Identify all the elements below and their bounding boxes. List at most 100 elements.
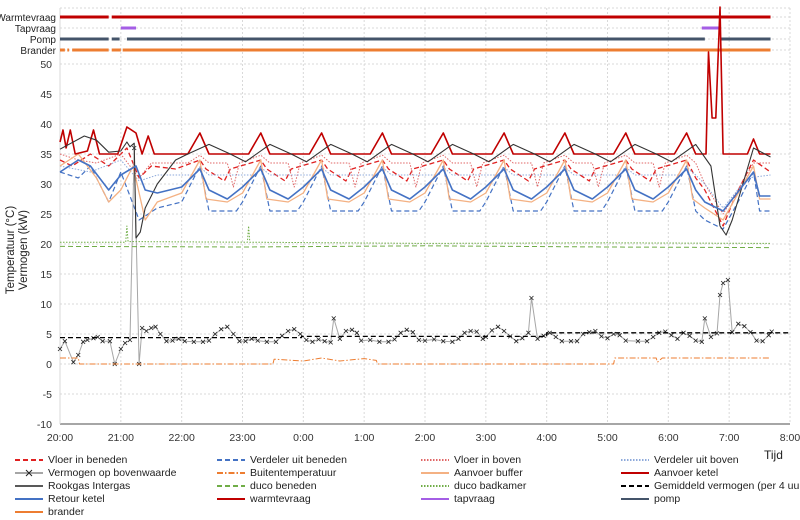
legend-swatch: [421, 498, 449, 500]
series-vermogen-op-bovenwaarde-point: [736, 321, 741, 327]
legend-swatch: [15, 459, 43, 461]
y-tick-label: -10: [37, 419, 52, 431]
series-vermogen-op-bovenwaarde-point: [80, 339, 86, 345]
legend-label: Aanvoer buffer: [454, 467, 523, 479]
legend-item: Vloer in beneden: [14, 454, 127, 466]
series-vermogen-op-bovenwaarde-point: [547, 330, 552, 336]
series-vermogen-op-bovenwaarde-point: [392, 337, 397, 342]
series-vermogen-op-bovenwaarde-point: [617, 332, 622, 338]
legend-item: Verdeler uit beneden: [216, 454, 347, 466]
series-vermogen-op-bovenwaarde-point: [148, 325, 154, 331]
series-duco-badkamer-line: [60, 225, 771, 244]
series-rookgas-intergas-line: [59, 135, 771, 239]
legend-label: tapvraag: [454, 493, 495, 505]
series-vermogen-op-bovenwaarde-point: [650, 334, 656, 340]
series-vermogen-op-bovenwaarde-point: [57, 346, 63, 352]
series-vermogen-op-bovenwaarde-point: [358, 338, 364, 343]
series-vermogen-op-bovenwaarde-point: [635, 338, 641, 344]
y-tick-label: 30: [40, 179, 52, 191]
legend-label: pomp: [654, 493, 681, 505]
legend-item: Vermogen op bovenwaarde: [14, 467, 176, 479]
y-axis-label-line: Temperatuur (°C): [5, 206, 17, 294]
series-retour-ketel-line: [59, 159, 771, 212]
series-vermogen-op-bovenwaarde-point: [75, 352, 81, 358]
legend-item: Vloer in boven: [420, 454, 521, 466]
legend-swatch: [15, 485, 43, 487]
series-vermogen-op-bovenwaarde-point: [754, 338, 759, 343]
series-vermogen-op-bovenwaarde-point: [748, 329, 753, 335]
series-vermogen-op-bovenwaarde-point: [243, 338, 248, 344]
series-vermogen-op-bovenwaarde-point: [708, 334, 714, 340]
y-tick-label: 25: [40, 209, 52, 221]
legend-item: warmtevraag: [216, 493, 311, 505]
legend-item: duco badkamer: [420, 480, 526, 492]
x-tick-label: 8:00: [780, 432, 800, 444]
legend-label: brander: [48, 506, 85, 518]
legend-x-marker: [25, 469, 33, 477]
legend-swatch: [217, 485, 245, 487]
x-tick-label: 4:00: [536, 432, 557, 444]
x-tick-label: 22:00: [169, 432, 195, 444]
legend-swatch: [217, 498, 245, 500]
y-tick-label: 35: [40, 149, 52, 161]
legend-item: Rookgas Intergas: [14, 480, 130, 492]
series-vermogen-op-bovenwaarde-point: [495, 324, 501, 330]
series-vermogen-op-bovenwaarde-point: [158, 331, 163, 337]
series-vermogen-op-bovenwaarde-point: [605, 335, 610, 341]
legend-label: Gemiddeld vermogen (per 4 uur): [654, 480, 800, 492]
series-vermogen-op-bovenwaarde-point: [170, 338, 175, 343]
y-axis-label: Temperatuur (°C)Vermogen (kW): [5, 206, 30, 294]
series-buitentemperatuur-line: [60, 357, 771, 365]
series-vermogen-op-bovenwaarde-point: [122, 340, 128, 346]
series-vermogen-op-bovenwaarde-point: [675, 336, 680, 342]
series-vermogen-op-bovenwaarde-point: [526, 330, 531, 336]
series-vermogen-op-bovenwaarde-point: [153, 324, 158, 330]
series-vermogen-op-bovenwaarde-point: [144, 328, 149, 334]
series-aanvoer-buffer-line: [59, 153, 771, 221]
x-tick-label: 21:00: [108, 432, 134, 444]
series-vermogen-op-bovenwaarde-point: [720, 280, 726, 286]
series-vermogen-op-bovenwaarde-point: [176, 336, 181, 342]
series-vermogen-op-bovenwaarde-point: [586, 329, 592, 335]
series-vermogen-op-bovenwaarde-point: [693, 338, 698, 343]
series-vermogen-op-bovenwaarde-point: [699, 339, 705, 345]
series-vermogen-op-bovenwaarde-point: [337, 336, 343, 342]
x-tick-label: 7:00: [719, 432, 740, 444]
legend-swatch: [421, 485, 449, 487]
series-vermogen-op-bovenwaarde-point: [328, 340, 333, 345]
series-vermogen-op-bovenwaarde-point: [127, 337, 133, 343]
legend-label: duco badkamer: [454, 480, 527, 492]
legend-label: Verdeler uit beneden: [250, 454, 347, 466]
y-tick-label: 5: [46, 329, 52, 341]
series-vermogen-op-bovenwaarde-point: [298, 331, 303, 337]
legend-label: Aanvoer ketel: [654, 467, 719, 479]
y-tick-label: 15: [40, 269, 52, 281]
series-vermogen-op-bovenwaarde-point: [310, 339, 315, 345]
series-vermogen-op-bovenwaarde-point: [535, 336, 540, 342]
series-vermogen-op-bovenwaarde-point: [599, 334, 604, 339]
series-vermogen-op-bovenwaarde-point: [742, 323, 747, 329]
series-vermogen-op-bovenwaarde-point: [398, 330, 403, 336]
series-vermogen-op-bovenwaarde-point: [450, 339, 455, 345]
x-tick-label: 2:00: [415, 432, 436, 444]
x-tick-label: 23:00: [229, 432, 255, 444]
legend-item: Verdeler uit boven: [620, 454, 739, 466]
series-vermogen-op-bovenwaarde-point: [206, 338, 212, 343]
series-vermogen-op-bovenwaarde-point: [200, 339, 206, 345]
series-vermogen-op-bovenwaarde-point: [367, 337, 373, 343]
legend-item: pomp: [620, 493, 680, 505]
series-vermogen-op-bovenwaarde-point: [225, 324, 230, 330]
series-vermogen-op-bovenwaarde-point: [462, 330, 467, 336]
y-tick-label: 50: [40, 59, 52, 71]
series-vermogen-op-bovenwaarde-point: [489, 328, 495, 333]
series-vermogen-op-bovenwaarde-point: [182, 338, 187, 344]
series-vermogen-op-bovenwaarde-point: [404, 327, 410, 333]
x-tick-label: 1:00: [354, 432, 375, 444]
series-vermogen-op-bovenwaarde-point: [623, 338, 629, 343]
y-tick-label: 40: [40, 119, 52, 131]
series-vermogen-op-bovenwaarde-point: [574, 338, 580, 344]
series-vermogen-op-bovenwaarde-point: [237, 338, 242, 344]
y-tick-label: 45: [40, 89, 52, 101]
series-vermogen-op-bovenwaarde-point: [644, 338, 650, 344]
